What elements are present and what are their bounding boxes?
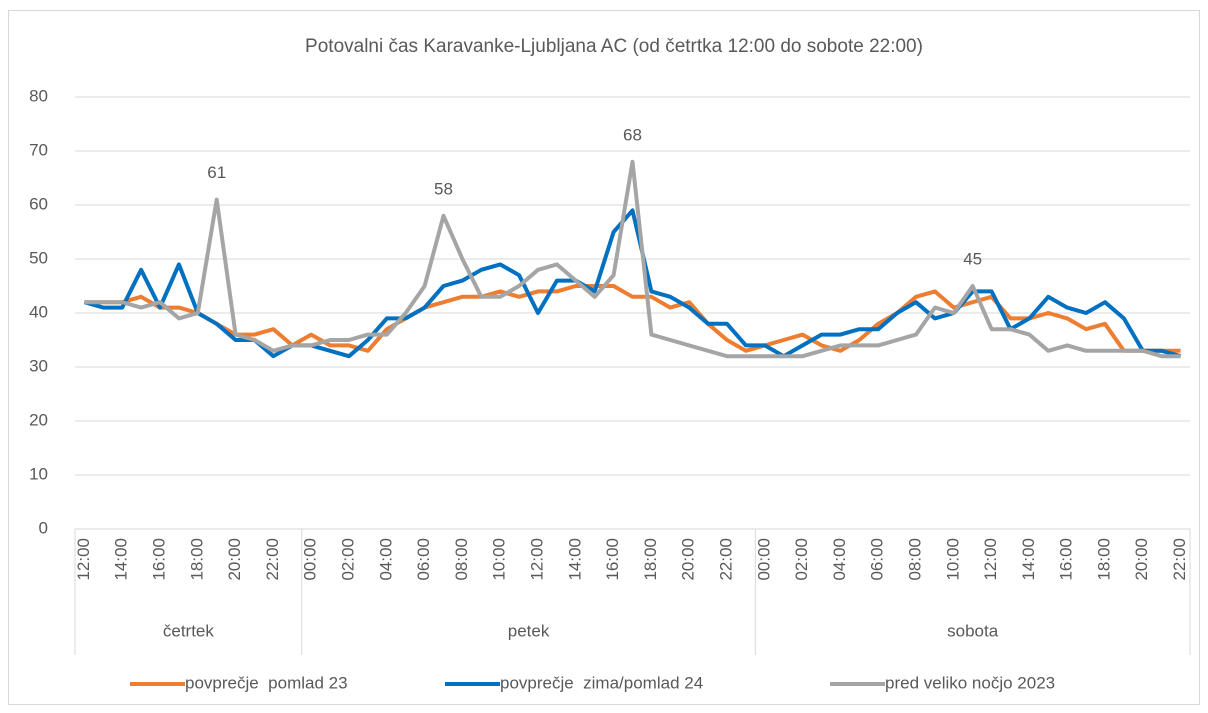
x-tick-label: 18:00 bbox=[187, 538, 206, 581]
data-label: 45 bbox=[963, 249, 982, 268]
x-tick-label: 14:00 bbox=[1019, 538, 1038, 581]
chart-title: Potovalni čas Karavanke-Ljubljana AC (od… bbox=[305, 36, 923, 57]
x-tick-label: 20:00 bbox=[1132, 538, 1151, 581]
legend-label: povprečje pomlad 23 bbox=[185, 673, 348, 692]
x-tick-label: 00:00 bbox=[754, 538, 773, 581]
series-line bbox=[84, 159, 1181, 359]
data-label: 68 bbox=[623, 125, 642, 144]
series-line bbox=[83, 208, 1182, 359]
y-tick-label: 40 bbox=[29, 302, 48, 321]
y-tick-label: 70 bbox=[29, 140, 48, 159]
x-tick-label: 18:00 bbox=[1094, 538, 1113, 581]
x-tick-label: 22:00 bbox=[716, 538, 735, 581]
x-tick-label: 06:00 bbox=[868, 538, 887, 581]
x-tick-label: 22:00 bbox=[263, 538, 282, 581]
x-tick-label: 10:00 bbox=[943, 538, 962, 581]
x-tick-label: 02:00 bbox=[339, 538, 358, 581]
x-tick-label: 10:00 bbox=[490, 538, 509, 581]
x-tick-label: 12:00 bbox=[981, 538, 1000, 581]
x-tick-label: 08:00 bbox=[905, 538, 924, 581]
group-label: četrtek bbox=[163, 621, 215, 640]
x-tick-label: 16:00 bbox=[1057, 538, 1076, 581]
x-tick-label: 14:00 bbox=[112, 538, 131, 581]
x-tick-label: 20:00 bbox=[225, 538, 244, 581]
x-tick-label: 04:00 bbox=[830, 538, 849, 581]
legend-label: povprečje zima/pomlad 24 bbox=[500, 673, 703, 692]
x-tick-label: 04:00 bbox=[376, 538, 395, 581]
x-tick-label: 12:00 bbox=[527, 538, 546, 581]
x-tick-label: 16:00 bbox=[150, 538, 169, 581]
x-tick-label: 00:00 bbox=[301, 538, 320, 581]
y-tick-label: 80 bbox=[29, 86, 48, 105]
x-tick-label: 18:00 bbox=[641, 538, 660, 581]
x-tick-label: 14:00 bbox=[565, 538, 584, 581]
y-tick-label: 0 bbox=[39, 518, 48, 537]
x-tick-label: 22:00 bbox=[1170, 538, 1189, 581]
y-tick-label: 20 bbox=[29, 410, 48, 429]
y-tick-label: 60 bbox=[29, 194, 48, 213]
chart-frame bbox=[8, 10, 1200, 705]
x-tick-label: 08:00 bbox=[452, 538, 471, 581]
y-tick-label: 10 bbox=[29, 464, 48, 483]
y-tick-label: 50 bbox=[29, 248, 48, 267]
x-tick-label: 06:00 bbox=[414, 538, 433, 581]
x-tick-label: 02:00 bbox=[792, 538, 811, 581]
data-label: 61 bbox=[207, 163, 226, 182]
group-label: petek bbox=[508, 621, 550, 640]
x-tick-label: 12:00 bbox=[74, 538, 93, 581]
x-tick-label: 16:00 bbox=[603, 538, 622, 581]
legend-label: pred veliko nočjo 2023 bbox=[885, 673, 1055, 692]
group-label: sobota bbox=[947, 621, 999, 640]
x-tick-label: 20:00 bbox=[679, 538, 698, 581]
y-tick-label: 30 bbox=[29, 356, 48, 375]
data-label: 58 bbox=[434, 179, 453, 198]
